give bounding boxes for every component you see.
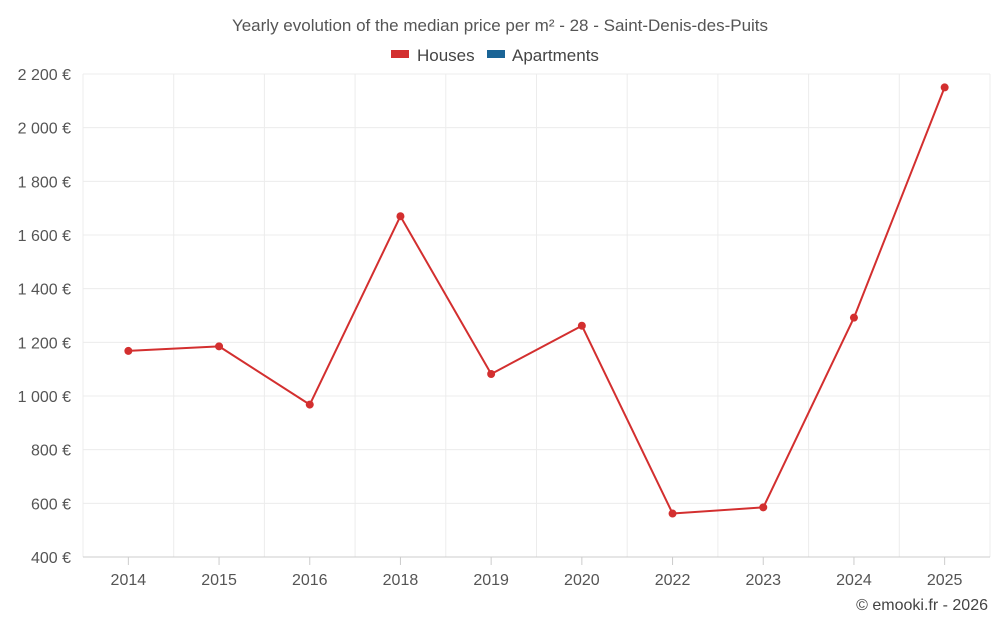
data-point[interactable] xyxy=(577,321,586,330)
data-point[interactable] xyxy=(759,503,768,512)
series-houses xyxy=(124,83,949,518)
x-tick-label: 2023 xyxy=(745,572,781,589)
legend-swatch-apartments xyxy=(487,50,505,58)
x-tick-label: 2015 xyxy=(201,572,237,589)
x-axis: 2014 2015 2016 2018 2019 2020 2022 2023 2024 2025 xyxy=(83,556,990,589)
y-tick-label: 800 € xyxy=(31,443,71,460)
x-tick-label: 2020 xyxy=(564,572,600,589)
x-tick-label: 2016 xyxy=(292,572,328,589)
y-tick-label: 600 € xyxy=(31,496,71,513)
y-tick-label: 400 € xyxy=(31,550,71,567)
legend-item-houses[interactable]: Houses xyxy=(391,46,475,65)
y-tick-label: 1 400 € xyxy=(18,282,71,299)
y-tick-label: 2 000 € xyxy=(18,121,71,138)
y-tick-label: 1 800 € xyxy=(18,174,71,191)
legend-label-apartments: Apartments xyxy=(512,46,599,65)
data-point[interactable] xyxy=(940,83,949,92)
data-point[interactable] xyxy=(396,212,405,221)
y-tick-label: 1 600 € xyxy=(18,228,71,245)
credit-text: © emooki.fr - 2026 xyxy=(856,597,988,614)
legend: Houses Apartments xyxy=(391,46,599,65)
data-point[interactable] xyxy=(668,509,677,518)
grid xyxy=(82,73,991,558)
chart-title: Yearly evolution of the median price per… xyxy=(232,16,768,35)
x-tick-label: 2022 xyxy=(655,572,691,589)
y-tick-label: 1 200 € xyxy=(18,335,71,352)
legend-label-houses: Houses xyxy=(417,46,475,65)
y-axis: 400 € 600 € 800 € 1 000 € 1 200 € 1 400 € 1 60… xyxy=(18,67,71,567)
data-point[interactable] xyxy=(215,342,224,351)
x-tick-label: 2019 xyxy=(473,572,509,589)
series-line-houses xyxy=(128,87,946,515)
y-tick-label: 1 000 € xyxy=(18,389,71,406)
data-point[interactable] xyxy=(849,313,858,322)
x-tick-label: 2024 xyxy=(836,572,872,589)
x-tick-label: 2025 xyxy=(927,572,963,589)
legend-swatch-houses xyxy=(391,50,409,58)
x-tick-label: 2018 xyxy=(383,572,419,589)
data-point[interactable] xyxy=(124,346,133,355)
data-point[interactable] xyxy=(487,369,496,378)
y-tick-label: 2 200 € xyxy=(18,67,71,84)
data-point[interactable] xyxy=(305,400,314,409)
x-tick-label: 2014 xyxy=(111,572,147,589)
legend-item-apartments[interactable]: Apartments xyxy=(487,46,599,65)
